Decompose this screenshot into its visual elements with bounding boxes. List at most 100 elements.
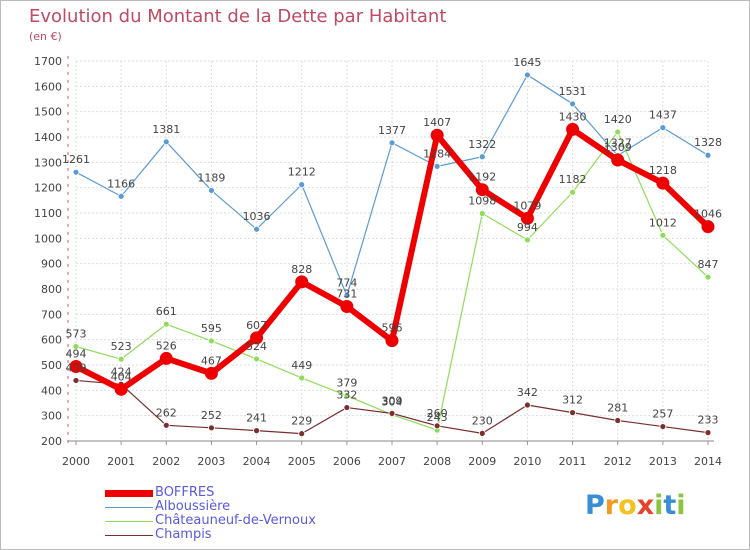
data-point — [253, 427, 260, 435]
legend-label: BOFFRES — [155, 485, 215, 500]
data-label: 1437 — [649, 109, 677, 122]
data-point — [478, 210, 486, 217]
data-point — [340, 299, 354, 313]
data-label: 1046 — [694, 208, 722, 221]
data-label: 596 — [382, 322, 403, 335]
x-tick-label: 2001 — [107, 455, 135, 468]
data-label: 1036 — [243, 210, 271, 223]
x-tick-label: 2002 — [152, 455, 180, 468]
y-tick-label: 800 — [41, 283, 62, 296]
data-point — [569, 100, 576, 108]
data-point — [343, 292, 351, 299]
data-point — [433, 422, 441, 430]
grid-layer — [75, 60, 709, 442]
data-label: 304 — [382, 396, 403, 409]
logo-letter: i — [676, 490, 686, 521]
data-label: 828 — [291, 263, 312, 276]
y-tick-label: 1600 — [34, 80, 62, 93]
data-label: 526 — [156, 339, 177, 352]
y-tick-label: 1100 — [34, 207, 62, 220]
data-point — [566, 122, 580, 136]
data-label-layer: 494 404 526 467 607 828 731 596 1407 1192 1079 1430… — [62, 56, 722, 428]
legend-swatch — [105, 521, 153, 522]
data-label: 1192 — [468, 171, 496, 184]
data-point — [298, 374, 306, 382]
data-point — [343, 404, 351, 411]
series-layer — [69, 71, 715, 438]
logo-letter: P — [585, 490, 605, 521]
data-label: 260 — [427, 407, 448, 420]
data-point — [701, 220, 715, 234]
data-label: 1531 — [559, 85, 587, 98]
data-point — [204, 366, 218, 380]
data-point — [520, 211, 534, 225]
data-point — [159, 351, 173, 365]
data-label: 342 — [517, 386, 538, 399]
y-tick-label: 300 — [41, 410, 62, 423]
y-tick-label: 1000 — [34, 232, 62, 245]
chart-title: Evolution du Montant de la Dette par Hab… — [29, 6, 447, 27]
data-label: 1012 — [649, 216, 677, 229]
data-point — [704, 151, 712, 159]
y-tick-label: 600 — [41, 334, 62, 347]
data-point — [659, 124, 667, 132]
y-tick-label: 1200 — [34, 182, 62, 195]
data-label: 994 — [517, 221, 538, 234]
logo-letter: t — [663, 490, 677, 521]
y-tick-label: 200 — [41, 435, 62, 448]
data-point — [569, 188, 576, 196]
data-point — [208, 337, 215, 345]
data-label: 1377 — [378, 124, 406, 137]
data-point — [388, 409, 396, 417]
data-label: 1166 — [107, 177, 135, 190]
legend-swatch — [105, 507, 153, 508]
y-tick-label: 700 — [41, 308, 62, 321]
data-point — [704, 273, 712, 281]
data-label: 1645 — [513, 56, 541, 69]
axis-layer: 200 300 400 500 600 700 800 900 1000 1100 1200 1300… — [34, 55, 722, 468]
data-label: 847 — [698, 258, 719, 271]
data-label: 243 — [427, 411, 448, 424]
data-point — [524, 71, 531, 79]
y-tick-label: 400 — [41, 384, 62, 397]
data-point — [343, 392, 351, 400]
data-label: 1327 — [604, 136, 632, 149]
data-label: 1309 — [604, 141, 632, 154]
data-point — [72, 377, 80, 384]
data-point — [253, 355, 260, 363]
data-point — [611, 153, 625, 167]
x-tick-label: 2012 — [604, 455, 632, 468]
data-label: 595 — [201, 322, 222, 335]
data-point — [614, 417, 622, 424]
data-point — [295, 275, 309, 289]
data-label: 257 — [652, 408, 673, 421]
data-point — [162, 138, 170, 146]
data-point — [208, 424, 215, 432]
data-point — [117, 192, 125, 200]
x-tick-label: 2005 — [288, 455, 316, 468]
data-label: 731 — [336, 287, 357, 300]
data-point — [656, 176, 670, 190]
legend-item: Champis — [105, 528, 365, 542]
data-label: 312 — [562, 394, 583, 407]
y-tick-label: 500 — [41, 359, 62, 372]
logo-letter: i — [654, 490, 664, 521]
data-point — [162, 320, 170, 328]
data-point — [253, 225, 260, 233]
data-point — [72, 343, 80, 350]
legend-label: Alboussière — [155, 499, 231, 514]
legend-label: Châteauneuf-de-Vernoux — [155, 513, 316, 528]
legend-item: BOFFRES — [105, 486, 365, 500]
data-label: 252 — [201, 409, 222, 422]
chart-subtitle: (en €) — [29, 30, 62, 43]
data-point — [433, 162, 441, 170]
data-label: 467 — [201, 354, 222, 367]
data-label: 1322 — [468, 138, 496, 151]
y-tick-label: 1400 — [34, 131, 62, 144]
data-label: 379 — [336, 377, 357, 390]
data-label: 573 — [66, 328, 87, 341]
data-point — [524, 401, 531, 409]
data-label: 1182 — [559, 173, 587, 186]
